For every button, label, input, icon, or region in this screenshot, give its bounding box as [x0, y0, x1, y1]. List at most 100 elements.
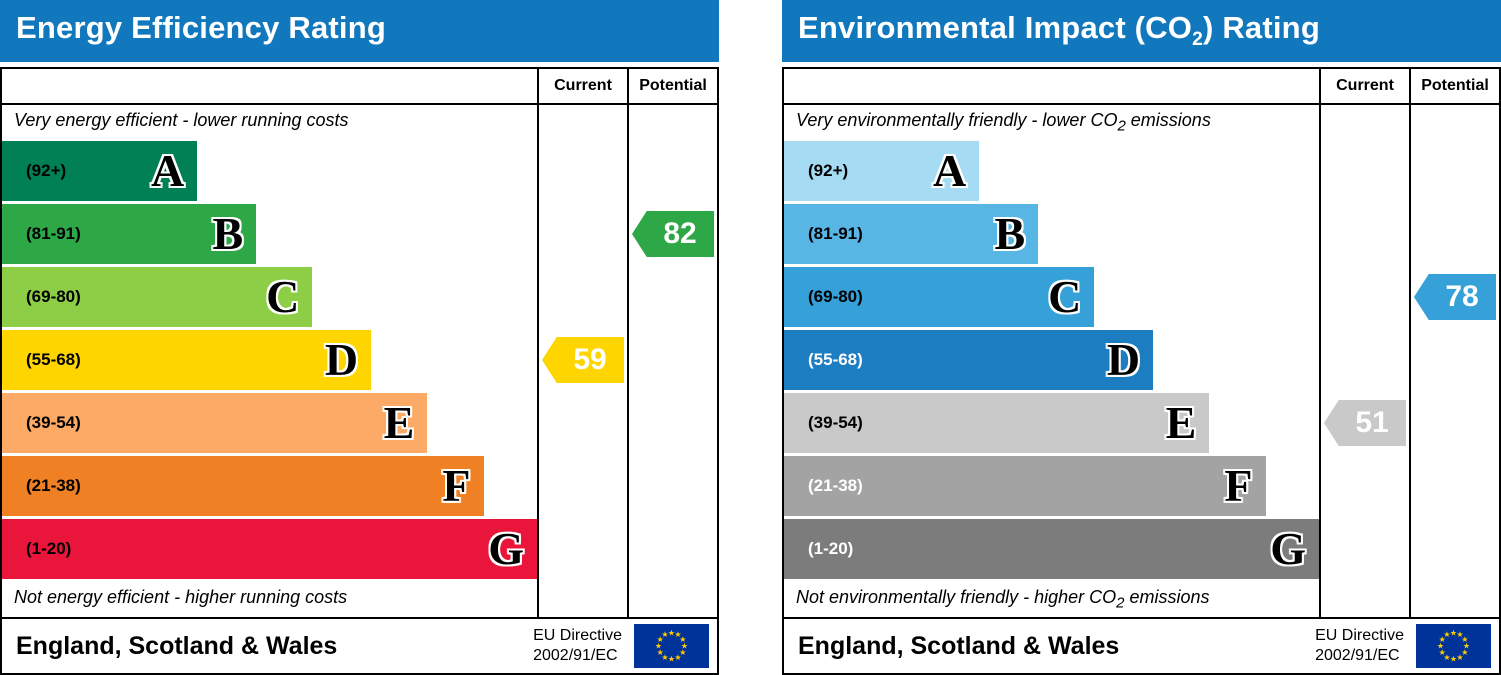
eu-flag-icon: ★ ★ ★ ★ ★ ★ ★ ★ ★ ★ ★ ★ — [634, 624, 709, 668]
band-letter-label: C — [1048, 271, 1082, 322]
band-letter-label: D — [1106, 334, 1141, 385]
table-header: Current Potential — [2, 69, 717, 105]
svg-text:★: ★ — [668, 629, 675, 638]
band-bar-b: (81-91) B — [2, 204, 257, 264]
band-range-label: (55-68) — [808, 350, 863, 369]
table-footer: England, Scotland & Wales EU Directive 2… — [784, 617, 1499, 673]
current-column: 51 — [1319, 105, 1409, 617]
svg-text:★: ★ — [1439, 648, 1446, 657]
svg-text:★: ★ — [1450, 629, 1457, 638]
svg-text:★: ★ — [674, 653, 681, 662]
band-range-label: (21-38) — [808, 476, 863, 495]
band-bar-a: (92+) A — [784, 141, 980, 201]
band-range-label: (69-80) — [26, 287, 81, 306]
current-column-header: Current — [1319, 69, 1409, 103]
eu-directive-text: EU Directive 2002/91/EC — [1315, 627, 1404, 664]
energy-rating-table: Current Potential Very energy efficient … — [0, 67, 719, 675]
svg-text:★: ★ — [655, 642, 662, 651]
band-bar-g: (1-20) G — [2, 519, 537, 579]
table-footer: England, Scotland & Wales EU Directive 2… — [2, 617, 717, 673]
band-range-label: (21-38) — [26, 476, 81, 495]
band-row-b: (81-91) B — [2, 204, 537, 267]
band-row-g: (1-20) G — [784, 519, 1319, 582]
band-row-a: (92+) A — [2, 141, 537, 204]
band-row-f: (21-38) F — [784, 456, 1319, 519]
svg-text:★: ★ — [1439, 635, 1446, 644]
environmental-impact-panel: Environmental Impact (CO2) Rating Curren… — [782, 0, 1501, 675]
svg-text:★: ★ — [1456, 653, 1463, 662]
band-bar-f: (21-38) F — [784, 456, 1266, 516]
svg-text:★: ★ — [1450, 655, 1457, 664]
band-row-a: (92+) A — [784, 141, 1319, 204]
band-section: Very energy efficient - lower running co… — [2, 105, 537, 617]
band-letter-label: F — [1224, 460, 1253, 511]
band-row-c: (69-80) C — [784, 267, 1319, 330]
bottom-note: Not energy efficient - higher running co… — [14, 587, 348, 608]
svg-text:★: ★ — [1463, 642, 1470, 651]
band-bar-f: (21-38) F — [2, 456, 484, 516]
table-body: Very energy efficient - lower running co… — [2, 105, 717, 617]
energy-efficiency-panel: Energy Efficiency Rating Current Potenti… — [0, 0, 719, 675]
band-row-f: (21-38) F — [2, 456, 537, 519]
band-letter-label: B — [212, 208, 244, 259]
band-range-label: (39-54) — [808, 413, 863, 432]
band-letter-label: G — [1270, 523, 1306, 574]
page-title: Energy Efficiency Rating — [16, 10, 387, 46]
svg-text:★: ★ — [1443, 630, 1450, 639]
band-letter-label: C — [266, 271, 300, 322]
header-spacer — [784, 69, 1319, 103]
top-note: Very environmentally friendly - lower CO… — [796, 110, 1211, 135]
svg-text:★: ★ — [679, 635, 686, 644]
potential-rating-arrow: 78 — [1414, 274, 1496, 320]
band-range-label: (81-91) — [808, 224, 863, 243]
band-letter-label: E — [383, 397, 415, 448]
svg-text:★: ★ — [1461, 648, 1468, 657]
band-bar-g: (1-20) G — [784, 519, 1319, 579]
bands: (92+) A (81-91) B (69-80) C (55-68) D (39-54) E (2… — [2, 140, 537, 582]
svg-text:★: ★ — [668, 655, 675, 664]
band-bar-c: (69-80) C — [2, 267, 313, 327]
band-row-b: (81-91) B — [784, 204, 1319, 267]
band-range-label: (1-20) — [808, 539, 854, 558]
potential-rating-arrow: 82 — [632, 211, 714, 257]
band-bar-e: (39-54) E — [784, 393, 1210, 453]
eu-flag-icon: ★ ★ ★ ★ ★ ★ ★ ★ ★ ★ ★ ★ — [1416, 624, 1491, 668]
band-bar-d: (55-68) D — [2, 330, 372, 390]
top-note: Very energy efficient - lower running co… — [14, 110, 349, 131]
energy-panel-title-bar: Energy Efficiency Rating — [0, 0, 719, 62]
svg-text:★: ★ — [657, 635, 664, 644]
band-bar-b: (81-91) B — [784, 204, 1039, 264]
band-range-label: (81-91) — [26, 224, 81, 243]
band-range-label: (55-68) — [26, 350, 81, 369]
svg-text:★: ★ — [681, 642, 688, 651]
band-section: Very environmentally friendly - lower CO… — [784, 105, 1319, 617]
band-row-g: (1-20) G — [2, 519, 537, 582]
svg-text:★: ★ — [1461, 635, 1468, 644]
band-range-label: (1-20) — [26, 539, 72, 558]
potential-column-header: Potential — [627, 69, 717, 103]
svg-text:★: ★ — [1443, 653, 1450, 662]
band-row-e: (39-54) E — [784, 393, 1319, 456]
footer-region: England, Scotland & Wales — [798, 631, 1120, 660]
bottom-note: Not environmentally friendly - higher CO… — [796, 587, 1210, 612]
page-title: Environmental Impact (CO2) Rating — [798, 10, 1320, 51]
svg-text:★: ★ — [1456, 630, 1463, 639]
co2-rating-table: Current Potential Very environmentally f… — [782, 67, 1501, 675]
potential-column: 78 — [1409, 105, 1499, 617]
band-letter-label: A — [933, 145, 967, 196]
band-letter-label: D — [324, 334, 359, 385]
footer-region: England, Scotland & Wales — [16, 631, 338, 660]
band-letter-label: A — [151, 145, 185, 196]
current-column-header: Current — [537, 69, 627, 103]
band-range-label: (39-54) — [26, 413, 81, 432]
bands: (92+) A (81-91) B (69-80) C (55-68) D (39-54) E (2… — [784, 140, 1319, 582]
svg-text:★: ★ — [661, 653, 668, 662]
band-bar-d: (55-68) D — [784, 330, 1154, 390]
band-row-d: (55-68) D — [784, 330, 1319, 393]
co2-panel-title-bar: Environmental Impact (CO2) Rating — [782, 0, 1501, 62]
band-range-label: (69-80) — [808, 287, 863, 306]
current-column: 59 — [537, 105, 627, 617]
band-letter-label: B — [994, 208, 1026, 259]
eu-directive-text: EU Directive 2002/91/EC — [533, 627, 622, 664]
svg-text:★: ★ — [657, 648, 664, 657]
